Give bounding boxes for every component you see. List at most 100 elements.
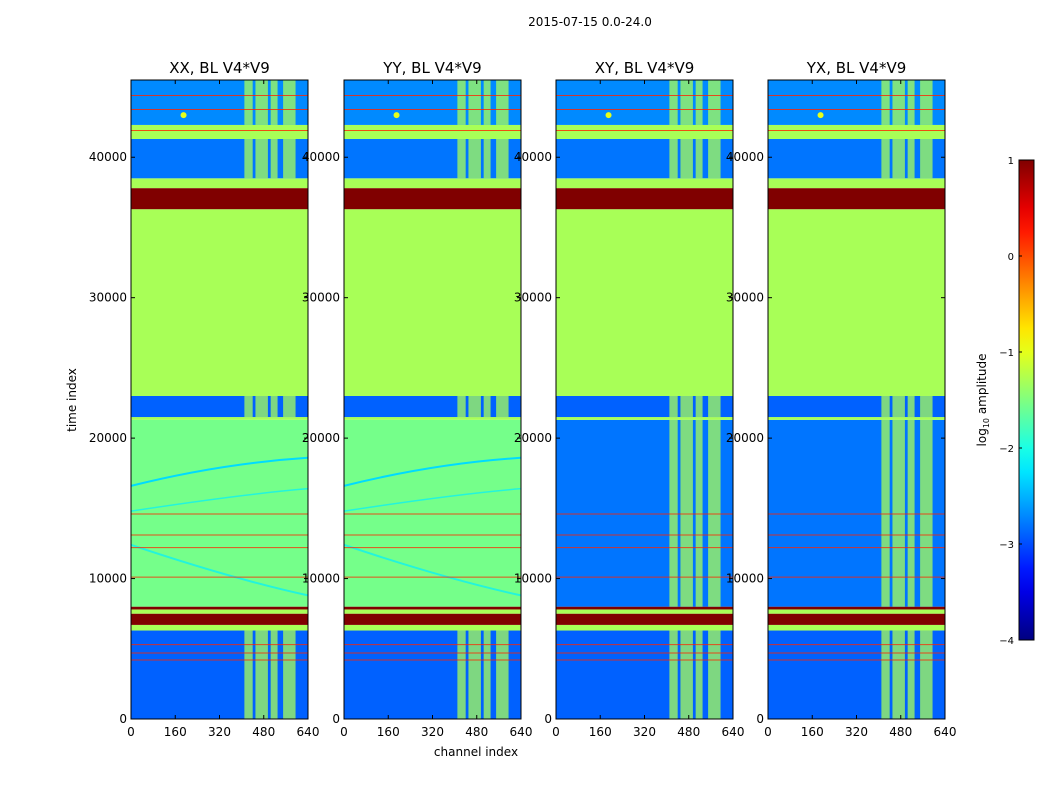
rfi-column bbox=[255, 138, 268, 179]
y-tick-label: 10000 bbox=[726, 572, 764, 586]
time-band-flag bbox=[768, 417, 945, 420]
rfi-column bbox=[907, 395, 915, 418]
x-tick-label: 160 bbox=[589, 725, 612, 739]
time-band-signal bbox=[556, 419, 733, 607]
time-band-noise bbox=[131, 630, 308, 719]
colorbar-label-suffix: amplitude bbox=[975, 354, 989, 418]
colorbar-tick-label: 1 bbox=[1008, 156, 1014, 167]
x-tick-label: 320 bbox=[845, 725, 868, 739]
rfi-column bbox=[283, 80, 296, 125]
figure-suptitle: 2015-07-15 0.0-24.0 bbox=[528, 15, 652, 29]
time-band-flag bbox=[768, 624, 945, 631]
time-band-bad bbox=[344, 188, 521, 210]
time-band-bad bbox=[131, 613, 308, 625]
time-band-flag bbox=[131, 124, 308, 139]
panel-yx: YX, BL V4*V9 0 160 320 480 640 0 10000 20000 3000… bbox=[726, 59, 957, 739]
x-tick-label: 480 bbox=[465, 725, 488, 739]
colorbar-tick-label: −3 bbox=[999, 540, 1014, 551]
time-band-flag bbox=[131, 417, 308, 420]
x-tick-label: 160 bbox=[377, 725, 400, 739]
rfi-column bbox=[695, 419, 703, 607]
rfi-column bbox=[708, 630, 721, 719]
rfi-spot bbox=[393, 112, 400, 119]
y-tick-label: 20000 bbox=[302, 431, 340, 445]
y-tick-label: 40000 bbox=[514, 150, 552, 164]
time-band-flag bbox=[556, 178, 733, 189]
drift-streak bbox=[343, 543, 522, 597]
time-band-bad bbox=[768, 613, 945, 625]
rfi-spot bbox=[180, 112, 187, 119]
time-band-signal bbox=[344, 419, 521, 607]
panel-xy: XY, BL V4*V9 0 160 320 480 640 0 10000 20000 3000… bbox=[514, 59, 745, 739]
rfi-column bbox=[496, 138, 509, 179]
rfi-column bbox=[244, 138, 253, 179]
time-band-noise bbox=[556, 138, 733, 179]
rfi-column bbox=[708, 138, 721, 179]
x-tick-label: 0 bbox=[764, 725, 772, 739]
x-tick-label: 480 bbox=[677, 725, 700, 739]
time-band-flag bbox=[768, 124, 945, 139]
time-band-bad bbox=[131, 188, 308, 210]
panel-xx: XX, BL V4*V9 0 160 320 480 640 0 10000 20000 3000… bbox=[89, 59, 320, 739]
rfi-column bbox=[468, 138, 481, 179]
x-tick-label: 640 bbox=[510, 725, 533, 739]
y-tick-label: 20000 bbox=[726, 431, 764, 445]
rfi-column bbox=[907, 630, 915, 719]
drift-streak bbox=[130, 487, 309, 512]
time-band-flag bbox=[556, 624, 733, 631]
y-tick-label: 10000 bbox=[302, 572, 340, 586]
rfi-column bbox=[483, 630, 491, 719]
y-tick-label: 30000 bbox=[89, 291, 127, 305]
time-band-noise bbox=[344, 630, 521, 719]
time-band-bad bbox=[344, 606, 521, 610]
time-band-signal bbox=[768, 419, 945, 607]
y-tick-label: 10000 bbox=[89, 572, 127, 586]
y-tick-label: 10000 bbox=[514, 572, 552, 586]
rfi-column bbox=[669, 630, 678, 719]
colorbar-tick-label: −4 bbox=[999, 636, 1014, 647]
rfi-column bbox=[270, 138, 278, 179]
x-tick-label: 0 bbox=[340, 725, 348, 739]
colorbar-label: log10 amplitude bbox=[975, 354, 991, 447]
time-band-noise bbox=[768, 80, 945, 125]
rfi-column bbox=[270, 80, 278, 125]
time-band-bad bbox=[556, 606, 733, 610]
y-tick-label: 0 bbox=[119, 712, 127, 726]
rfi-column bbox=[892, 80, 905, 125]
rfi-column bbox=[457, 395, 466, 418]
panel-title: XY, BL V4*V9 bbox=[595, 59, 695, 77]
time-band-bad bbox=[556, 188, 733, 210]
rfi-column bbox=[881, 419, 890, 607]
rfi-spot bbox=[605, 112, 612, 119]
colorbar-label-sub: 10 bbox=[982, 418, 991, 428]
time-band-noise bbox=[768, 630, 945, 719]
time-band-flag bbox=[131, 178, 308, 189]
colorbar-label-log: log bbox=[975, 428, 989, 446]
panel-title: XX, BL V4*V9 bbox=[169, 59, 270, 77]
panel-title: YY, BL V4*V9 bbox=[382, 59, 481, 77]
rfi-column bbox=[907, 80, 915, 125]
rfi-column bbox=[920, 395, 933, 418]
rfi-column bbox=[255, 630, 268, 719]
y-tick-label: 30000 bbox=[302, 291, 340, 305]
x-tick-label: 320 bbox=[421, 725, 444, 739]
rfi-column bbox=[708, 80, 721, 125]
x-tick-label: 320 bbox=[633, 725, 656, 739]
time-band-noise bbox=[556, 630, 733, 719]
rfi-column bbox=[907, 138, 915, 179]
time-band-bad bbox=[768, 606, 945, 610]
rfi-column bbox=[669, 419, 678, 607]
rfi-column bbox=[920, 630, 933, 719]
rfi-column bbox=[680, 395, 693, 418]
rfi-column bbox=[457, 80, 466, 125]
rfi-column bbox=[244, 395, 253, 418]
rfi-column bbox=[680, 630, 693, 719]
rfi-column bbox=[283, 395, 296, 418]
y-tick-label: 30000 bbox=[514, 291, 552, 305]
rfi-column bbox=[483, 395, 491, 418]
rfi-column bbox=[468, 630, 481, 719]
rfi-column bbox=[669, 80, 678, 125]
rfi-column bbox=[920, 419, 933, 607]
y-tick-label: 20000 bbox=[89, 431, 127, 445]
rfi-column bbox=[881, 138, 890, 179]
